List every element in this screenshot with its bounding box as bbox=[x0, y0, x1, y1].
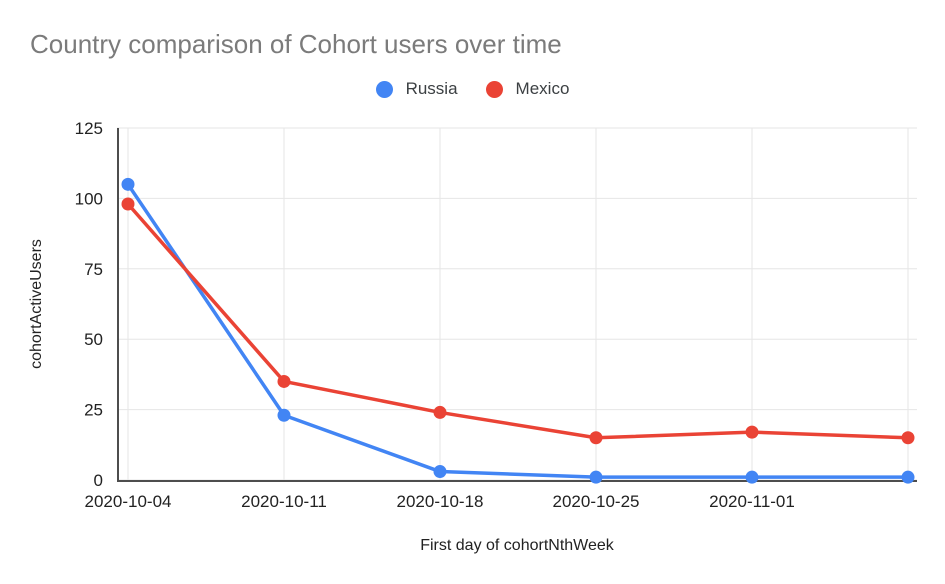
series-line-mexico bbox=[126, 202, 910, 440]
data-point-mexico bbox=[433, 405, 447, 419]
legend-marker-circle-icon bbox=[375, 80, 393, 98]
legend: Russia Mexico bbox=[0, 79, 945, 99]
data-point-mexico bbox=[589, 431, 603, 445]
legend-item-russia: Russia bbox=[375, 79, 458, 99]
x-tick-label: 2020-11-01 bbox=[709, 492, 795, 511]
data-point-russia bbox=[901, 470, 915, 484]
legend-label: Mexico bbox=[515, 79, 570, 98]
data-point-mexico bbox=[745, 425, 759, 439]
data-point-russia bbox=[589, 470, 603, 484]
data-point-russia bbox=[433, 465, 447, 479]
data-point-russia bbox=[121, 177, 135, 191]
x-tick-label: 2020-10-18 bbox=[397, 492, 484, 511]
y-tick-label: 25 bbox=[84, 401, 103, 420]
legend-marker-circle-icon bbox=[485, 80, 503, 98]
data-point-mexico bbox=[901, 431, 915, 445]
legend-label: Russia bbox=[405, 79, 458, 98]
y-tick-label: 75 bbox=[84, 260, 103, 279]
y-tick-label: 100 bbox=[75, 189, 103, 208]
x-tick-label: 2020-10-11 bbox=[241, 492, 327, 511]
x-axis-title: First day of cohortNthWeek bbox=[420, 537, 614, 554]
x-tick-label: 2020-10-25 bbox=[553, 492, 640, 511]
data-point-mexico bbox=[277, 374, 291, 388]
data-point-russia bbox=[745, 470, 759, 484]
series-line-russia bbox=[126, 182, 910, 479]
y-tick-label: 125 bbox=[75, 119, 103, 138]
chart-title: Country comparison of Cohort users over … bbox=[30, 29, 562, 59]
data-point-russia bbox=[277, 408, 291, 422]
y-axis-title: cohortActiveUsers bbox=[28, 239, 45, 369]
legend-item-mexico: Mexico bbox=[485, 79, 570, 99]
y-tick-label: 0 bbox=[94, 471, 103, 490]
x-tick-label: 2020-10-04 bbox=[85, 492, 172, 511]
y-tick-label: 50 bbox=[84, 330, 103, 349]
data-point-mexico bbox=[121, 197, 135, 211]
